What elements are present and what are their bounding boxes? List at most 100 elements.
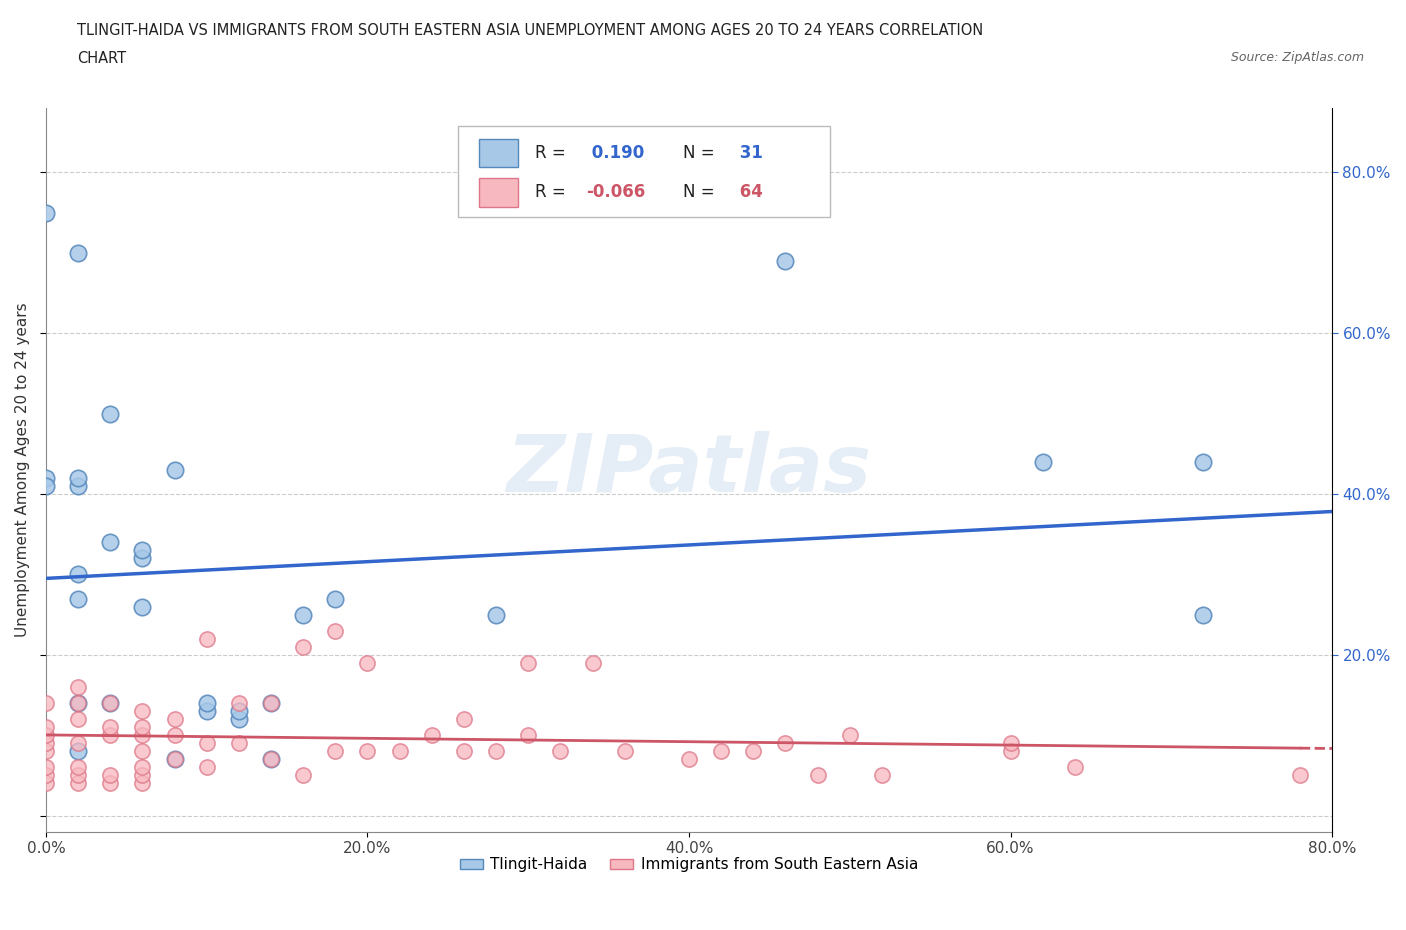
Point <box>325 744 347 759</box>
Point <box>710 744 733 759</box>
Point <box>228 736 250 751</box>
Point <box>292 607 315 622</box>
Point <box>131 599 153 614</box>
Point <box>98 728 121 743</box>
Point <box>163 711 186 726</box>
Legend: Tlingit-Haida, Immigrants from South Eastern Asia: Tlingit-Haida, Immigrants from South Eas… <box>454 851 925 878</box>
Point <box>195 760 218 775</box>
Point <box>67 479 90 494</box>
Point <box>35 760 58 775</box>
Point <box>870 768 893 783</box>
Point <box>67 696 90 711</box>
Point <box>67 567 90 582</box>
Point <box>67 711 90 726</box>
Point <box>485 744 508 759</box>
Point <box>98 768 121 783</box>
Point <box>35 728 58 743</box>
Point <box>131 768 153 783</box>
Point <box>260 752 283 767</box>
Point <box>35 744 58 759</box>
Point <box>325 623 347 638</box>
Text: Source: ZipAtlas.com: Source: ZipAtlas.com <box>1230 51 1364 64</box>
Text: ZIPatlas: ZIPatlas <box>506 431 872 509</box>
Point <box>163 752 186 767</box>
Point <box>163 462 186 477</box>
Point <box>775 736 797 751</box>
Point <box>356 656 378 671</box>
Point <box>35 206 58 220</box>
Point <box>195 696 218 711</box>
Point <box>678 752 700 767</box>
Point <box>67 591 90 606</box>
Point <box>35 776 58 790</box>
Text: R =: R = <box>534 144 571 162</box>
Point <box>195 704 218 719</box>
Point <box>613 744 636 759</box>
Y-axis label: Unemployment Among Ages 20 to 24 years: Unemployment Among Ages 20 to 24 years <box>15 302 30 637</box>
Point <box>1000 744 1022 759</box>
Point <box>581 656 603 671</box>
Point <box>98 406 121 421</box>
Point <box>388 744 411 759</box>
Point <box>260 696 283 711</box>
Point <box>550 744 572 759</box>
Point <box>131 760 153 775</box>
Point <box>163 752 186 767</box>
Point <box>292 768 315 783</box>
Text: 0.190: 0.190 <box>586 144 644 162</box>
Point <box>35 736 58 751</box>
Point <box>420 728 443 743</box>
Point <box>260 696 283 711</box>
Point <box>67 696 90 711</box>
Point <box>35 720 58 735</box>
Point <box>517 656 540 671</box>
Point <box>98 535 121 550</box>
Point <box>1192 607 1215 622</box>
Point <box>163 728 186 743</box>
Point <box>807 768 830 783</box>
Point <box>325 591 347 606</box>
FancyBboxPatch shape <box>479 178 517 206</box>
Point <box>485 607 508 622</box>
FancyBboxPatch shape <box>479 139 517 167</box>
Point <box>453 744 475 759</box>
Point <box>67 744 90 759</box>
Point <box>1000 736 1022 751</box>
Point <box>98 720 121 735</box>
Text: TLINGIT-HAIDA VS IMMIGRANTS FROM SOUTH EASTERN ASIA UNEMPLOYMENT AMONG AGES 20 T: TLINGIT-HAIDA VS IMMIGRANTS FROM SOUTH E… <box>77 23 984 38</box>
Point <box>195 736 218 751</box>
Text: -0.066: -0.066 <box>586 183 645 201</box>
Point <box>1063 760 1085 775</box>
Point <box>67 768 90 783</box>
Point <box>98 696 121 711</box>
Text: R =: R = <box>534 183 571 201</box>
Point <box>67 736 90 751</box>
Point <box>1032 455 1054 470</box>
Point <box>775 253 797 268</box>
Text: 31: 31 <box>734 144 763 162</box>
Text: 64: 64 <box>734 183 763 201</box>
Point <box>453 711 475 726</box>
Text: N =: N = <box>682 144 720 162</box>
Point <box>1192 455 1215 470</box>
Point <box>35 768 58 783</box>
Point <box>742 744 765 759</box>
Point <box>131 543 153 558</box>
Point <box>517 728 540 743</box>
Point <box>67 471 90 485</box>
Point <box>35 479 58 494</box>
Point <box>195 631 218 646</box>
Point <box>228 711 250 726</box>
FancyBboxPatch shape <box>457 126 831 217</box>
Point <box>67 760 90 775</box>
Text: N =: N = <box>682 183 720 201</box>
Point <box>67 776 90 790</box>
Point <box>1289 768 1312 783</box>
Point <box>131 551 153 565</box>
Point <box>356 744 378 759</box>
Point <box>228 704 250 719</box>
Point <box>131 720 153 735</box>
Point <box>67 680 90 695</box>
Point <box>98 776 121 790</box>
Point <box>35 696 58 711</box>
